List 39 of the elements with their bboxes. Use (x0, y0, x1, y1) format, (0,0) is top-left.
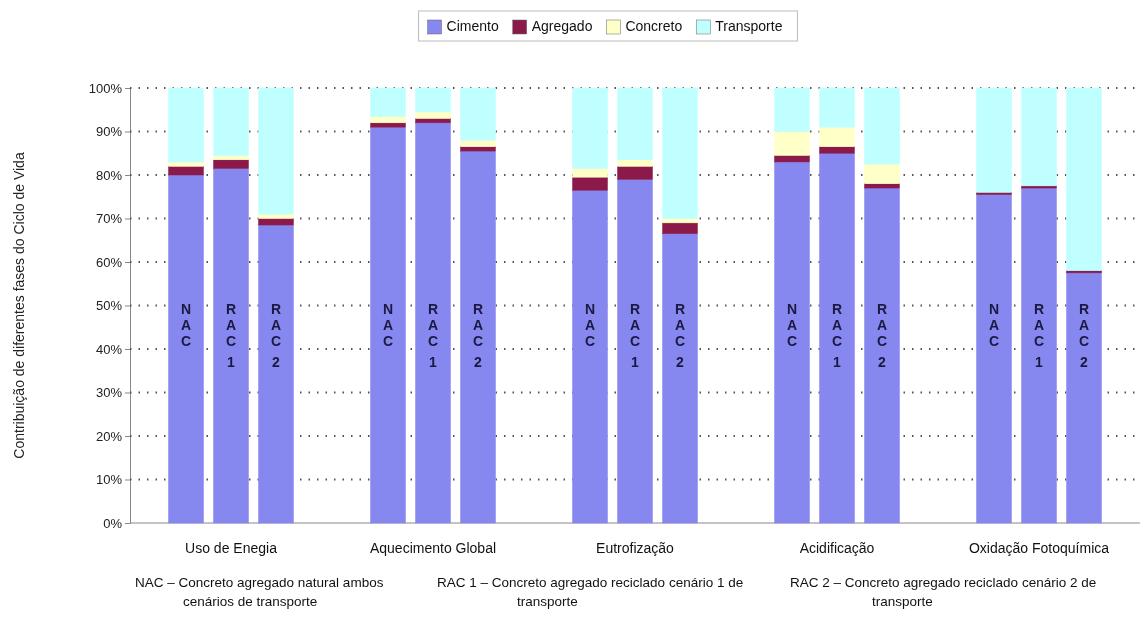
x-tick-label: NAC (180, 301, 192, 350)
y-axis-title: Contribuição de diferentes fases do Ciclo de Vida (11, 152, 27, 459)
text: Acidificação (799, 540, 875, 556)
text: Oxidação Fotoquímica (968, 540, 1110, 556)
y-tick-label: 30% (95, 385, 123, 401)
legend-label: Cimento (446, 18, 499, 34)
text: NAC – Concreto agregado natural ambos cenários de transporte (135, 574, 385, 611)
x-tick-label: RAC 2 (270, 301, 282, 371)
legend-label: Concreto (625, 18, 683, 34)
y-tick-label: 0% (103, 515, 123, 531)
x-tick-label: RAC 2 (674, 301, 686, 371)
y-tick-label: 100% (88, 80, 123, 96)
legend-label: Agregado (531, 18, 593, 34)
x-tick-label: RAC 2 (472, 301, 484, 371)
x-tick-label: RAC 1 (831, 301, 843, 371)
x-tick-label: RAC 1 (225, 301, 237, 371)
y-tick-label: 90% (95, 124, 123, 140)
x-tick-label: RAC 1 (629, 301, 641, 371)
y-tick-label: 60% (95, 254, 123, 270)
x-tick-label: NAC (382, 301, 394, 350)
x-tick-label: NAC (988, 301, 1000, 350)
y-tick-label: 80% (95, 167, 123, 183)
text: RAC 1 – Concreto agregado reciclado cenário 1 de transporte (437, 574, 745, 611)
y-tick-label: 50% (95, 298, 123, 314)
y-tick-label: 20% (95, 428, 123, 444)
x-tick-label: RAC 1 (1033, 301, 1045, 371)
text: Aquecimento Global (369, 540, 497, 556)
text: Eutrofização (596, 540, 675, 556)
x-tick-label: NAC (786, 301, 798, 350)
text: RAC 2 – Concreto agregado reciclado cenário 2 de transporte (790, 574, 1098, 611)
y-tick-label: 40% (95, 341, 123, 357)
x-tick-label: NAC (584, 301, 596, 350)
text: Uso de Enegia (185, 540, 278, 556)
x-tick-label: RAC 2 (876, 301, 888, 371)
y-tick-label: 70% (95, 211, 123, 227)
legend-label: Transporte (715, 18, 783, 34)
x-tick-label: RAC 1 (427, 301, 439, 371)
x-tick-label: RAC 2 (1078, 301, 1090, 371)
y-tick-label: 10% (95, 472, 123, 488)
